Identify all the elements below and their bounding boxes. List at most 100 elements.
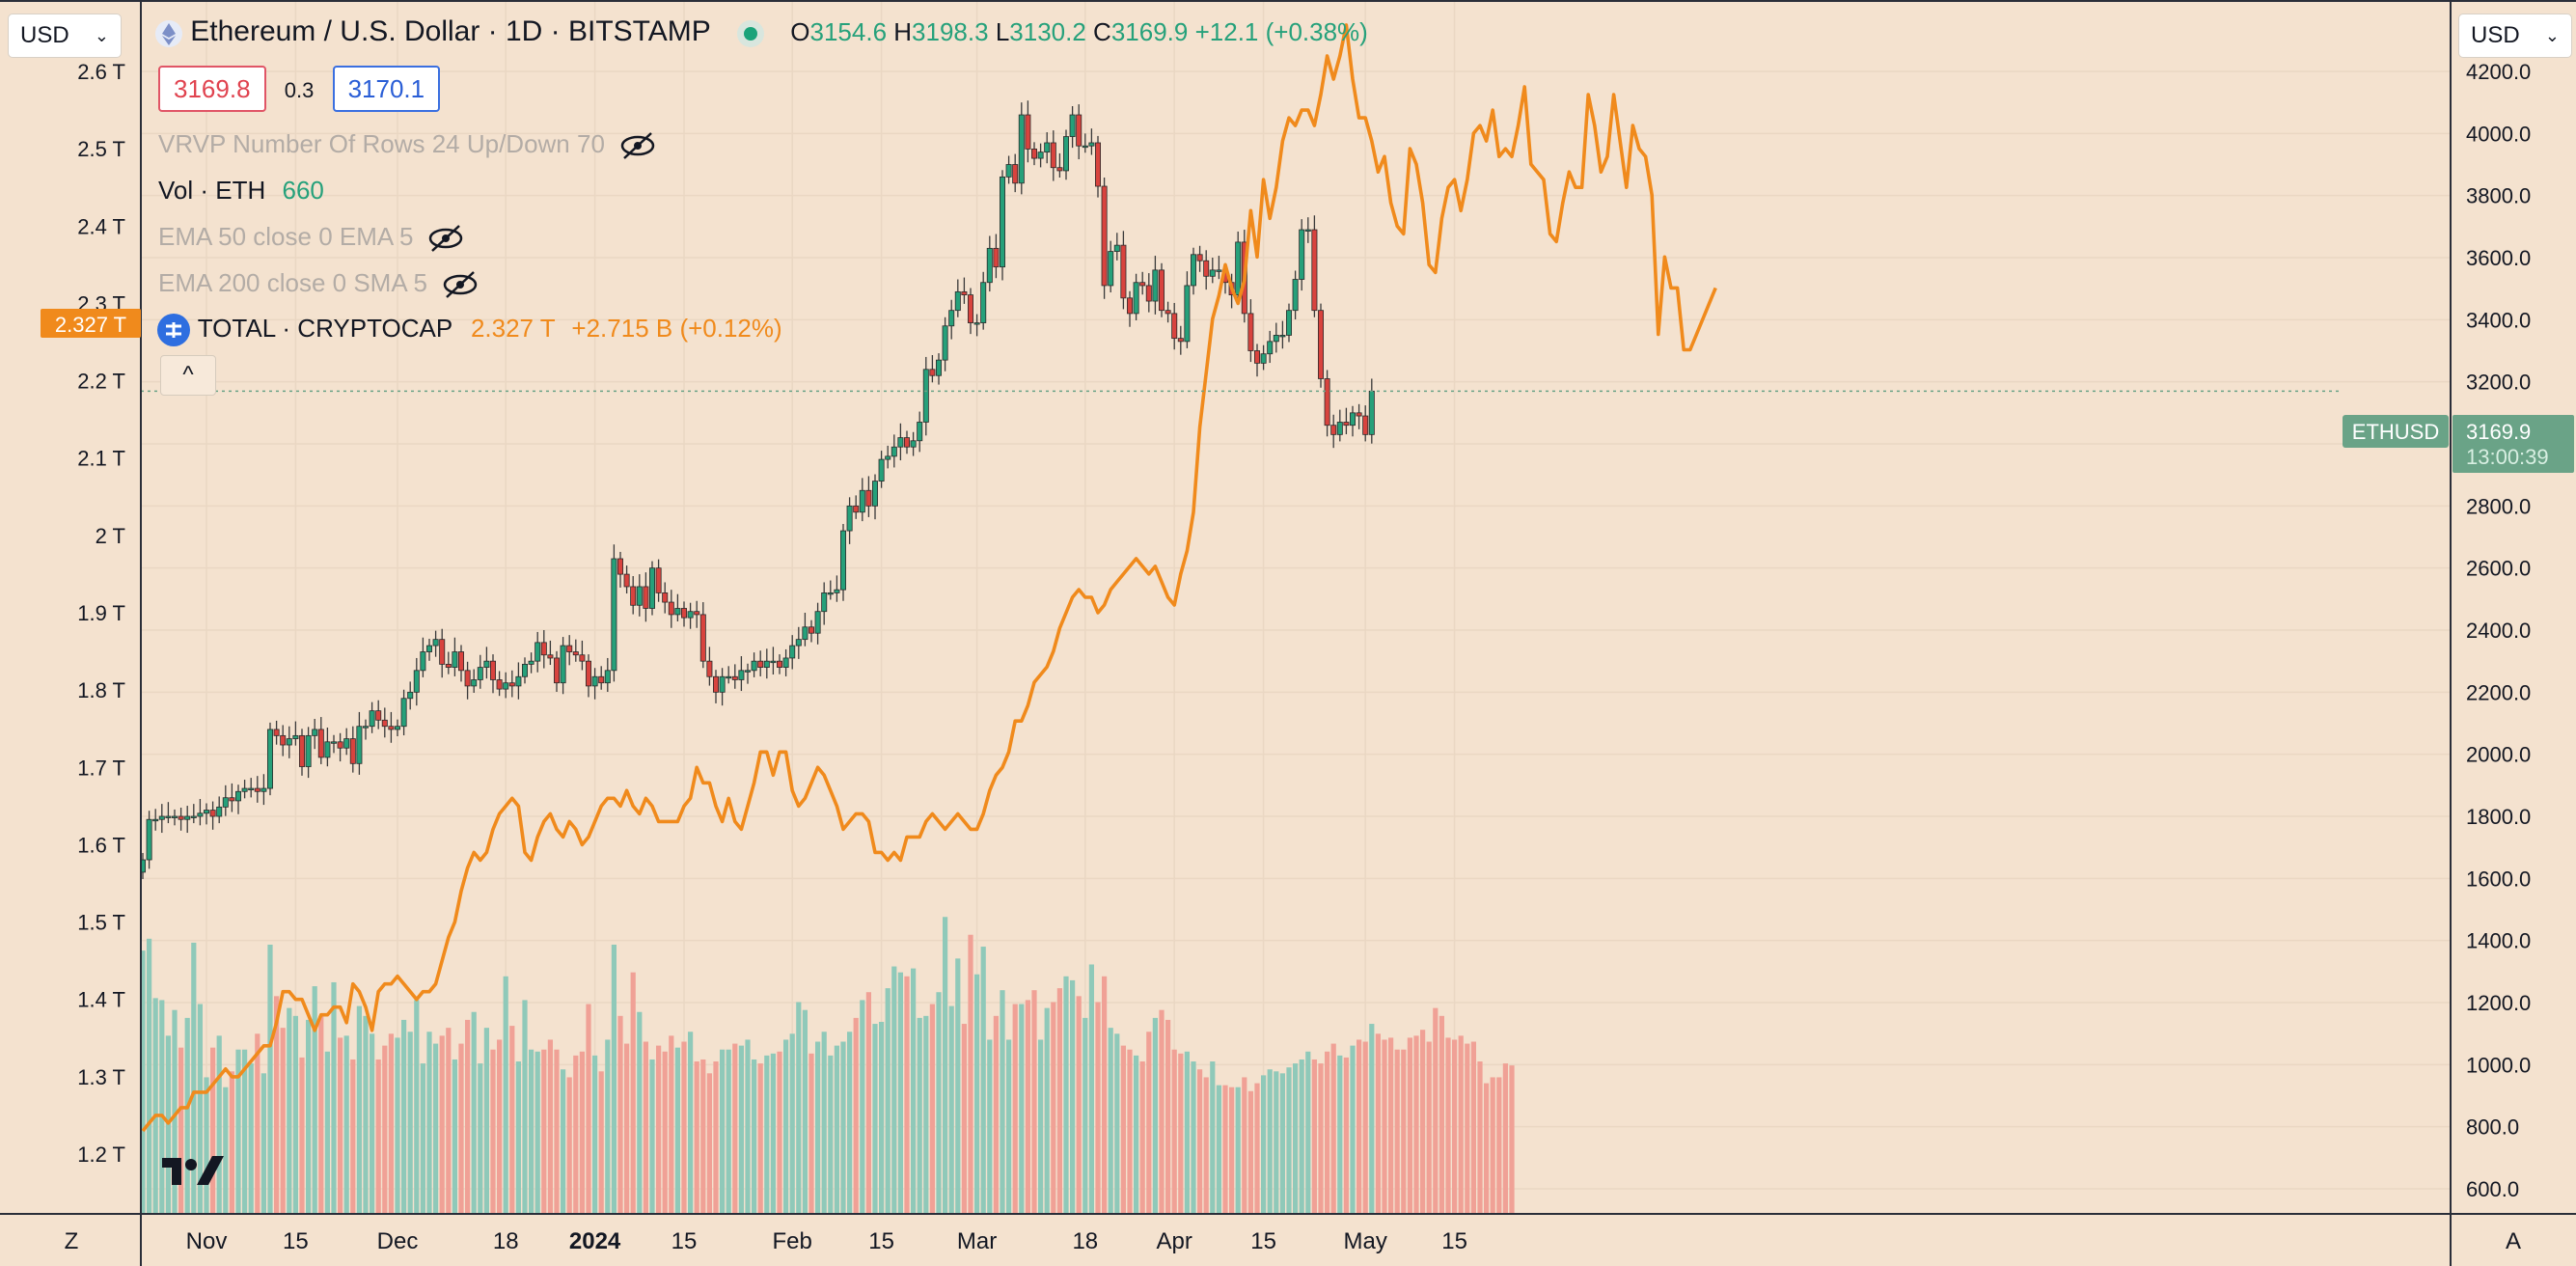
corner-label-right[interactable]: A: [2506, 1228, 2521, 1254]
volume-bar: [1203, 1077, 1209, 1214]
volume-bar: [598, 1071, 604, 1214]
candle-body: [534, 642, 541, 662]
candle-body: [713, 675, 720, 693]
candle-body: [687, 611, 694, 619]
collapse-legend-button[interactable]: ^: [160, 355, 216, 396]
spread-value: 0.3: [284, 78, 315, 102]
volume-bar: [1375, 1033, 1381, 1214]
tradingview-logo: [162, 1156, 224, 1185]
svg-text:13:00:39: 13:00:39: [2466, 445, 2549, 469]
candle-body: [324, 741, 331, 758]
candle-body: [369, 710, 375, 728]
volume-bar: [1509, 1065, 1515, 1214]
volume-bar: [178, 1047, 184, 1214]
buy-price-button[interactable]: 3170.1: [332, 66, 441, 112]
volume-indicator[interactable]: Vol · ETH 660: [158, 176, 324, 206]
candle-body: [1267, 341, 1274, 355]
volume-bar: [1222, 1085, 1228, 1214]
cryptocap-icon: [157, 314, 190, 346]
volume-bar: [904, 976, 910, 1214]
market-status-icon: [737, 20, 765, 48]
candle-body: [1343, 422, 1350, 427]
eye-hidden-icon[interactable]: [618, 131, 657, 160]
volume-bar: [1210, 1061, 1216, 1214]
volume-bar: [306, 1019, 312, 1214]
candle-body: [165, 815, 172, 818]
volume-bar: [382, 1045, 388, 1214]
volume-bar: [968, 934, 973, 1214]
left-tick-label: 1.7 T: [77, 756, 125, 780]
right-tick-label: 3800.0: [2466, 184, 2531, 208]
candle-body: [356, 726, 363, 764]
candle-body: [554, 657, 561, 684]
volume-bar: [363, 1015, 369, 1214]
candle-body: [757, 660, 764, 669]
candle-body: [420, 651, 426, 672]
symbol-row[interactable]: Ethereum / U.S. Dollar · 1D · BITSTAMP O…: [154, 15, 1368, 49]
vrvp-indicator[interactable]: VRVP Number Of Rows 24 Up/Down 70: [158, 129, 657, 160]
left-tick-label: 2 T: [96, 524, 125, 548]
candle-body: [840, 530, 847, 591]
eye-hidden-icon[interactable]: [441, 270, 480, 299]
volume-bar: [1127, 1049, 1133, 1214]
sell-price-button[interactable]: 3169.8: [158, 66, 266, 112]
currency-select-left[interactable]: USD ⌄: [8, 14, 122, 58]
eye-hidden-icon[interactable]: [426, 224, 465, 253]
candle-body: [1336, 422, 1343, 435]
candle-body: [1196, 254, 1203, 261]
volume-bar: [923, 1015, 929, 1214]
candle-body: [1171, 313, 1178, 340]
volume-bar: [267, 944, 273, 1214]
ema50-indicator[interactable]: EMA 50 close 0 EMA 5: [158, 222, 465, 253]
volume-bar: [140, 950, 146, 1214]
candle-body: [993, 247, 1000, 268]
volume-bar: [260, 1073, 266, 1214]
total-indicator[interactable]: TOTAL · CRYPTOCAP 2.327 T +2.715 B (+0.1…: [156, 313, 782, 347]
volume-bar: [955, 958, 961, 1214]
corner-label-left[interactable]: Z: [65, 1228, 79, 1254]
candle-body: [1025, 114, 1031, 150]
left-axis-labels: 1.2 T 1.3 T 1.4 T 1.5 T 1.6 T 1.7 T 1.8 T 1.9 T…: [77, 60, 125, 1167]
svg-text:2.327 T: 2.327 T: [55, 313, 126, 337]
volume-bar: [1242, 1077, 1247, 1214]
volume-label: Vol · ETH: [158, 176, 266, 205]
volume-bar: [605, 1039, 611, 1214]
candle-body: [948, 310, 955, 327]
currency-select-right[interactable]: USD ⌄: [2458, 14, 2572, 58]
candle-body: [1254, 350, 1261, 364]
right-tick-label: 1400.0: [2466, 929, 2531, 953]
total-change: +2.715 B (+0.12%): [571, 313, 782, 343]
candle-body: [630, 586, 637, 606]
volume-bar: [1388, 1037, 1394, 1214]
total-mcap-line: [141, 23, 1717, 1133]
x-tick-label: 15: [671, 1228, 698, 1254]
volume-bar: [274, 996, 280, 1214]
candle-body: [483, 660, 490, 669]
candle-body: [929, 369, 936, 376]
candle-body: [1152, 269, 1159, 302]
ema200-indicator[interactable]: EMA 200 close 0 SMA 5: [158, 268, 480, 299]
volume-bar: [1025, 1000, 1030, 1214]
candle-body: [1356, 412, 1362, 417]
candle-body: [388, 726, 395, 730]
total-value: 2.327 T: [470, 313, 556, 343]
candle-body: [763, 660, 770, 669]
candle-body: [834, 589, 840, 593]
volume-bar: [534, 1051, 540, 1214]
left-tick-label: 2.1 T: [77, 447, 125, 471]
volume-bar: [370, 1033, 375, 1214]
volume-bar: [1082, 1017, 1088, 1214]
x-tick-label: May: [1344, 1228, 1387, 1254]
volume-bar: [1477, 1061, 1483, 1214]
left-tick-label: 1.8 T: [77, 678, 125, 702]
candle-body: [1279, 335, 1286, 338]
volume-bar: [1433, 1007, 1439, 1214]
volume-bar: [280, 1028, 286, 1214]
volume-bar: [586, 1004, 591, 1214]
candle-body: [234, 790, 241, 802]
volume-bar: [1191, 1061, 1196, 1214]
volume-bar: [961, 1024, 967, 1214]
volume-bar: [649, 1059, 655, 1214]
candle-body: [178, 815, 184, 820]
